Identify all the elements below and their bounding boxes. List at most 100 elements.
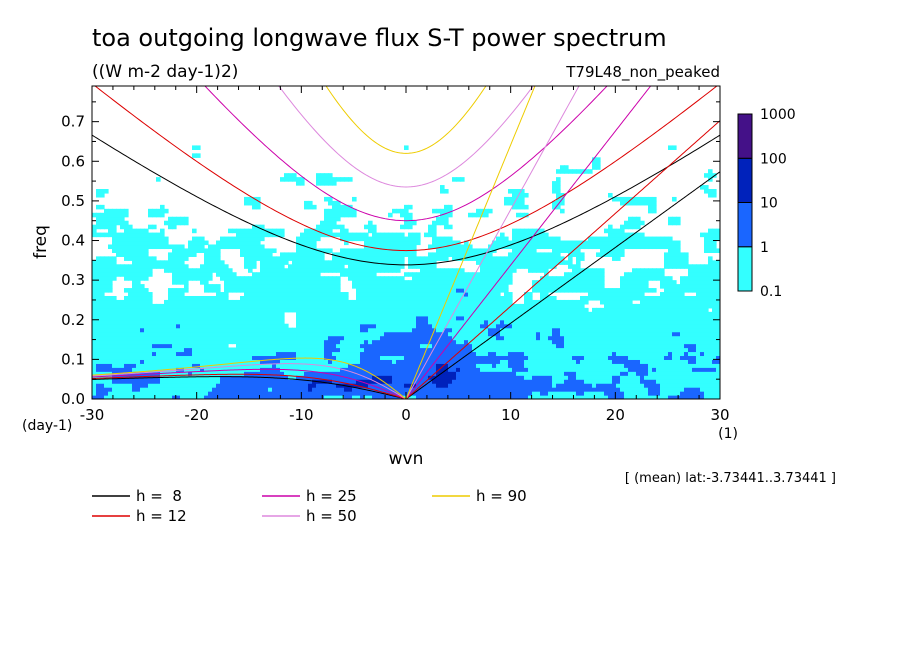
heatmap-cell	[128, 307, 133, 313]
heatmap-cell	[212, 303, 217, 309]
heatmap-cell	[168, 323, 173, 329]
heatmap-cell	[120, 272, 125, 277]
heatmap-cell	[140, 315, 145, 321]
heatmap-cell	[384, 351, 389, 357]
heatmap-cell	[412, 311, 417, 317]
heatmap-cell	[312, 252, 317, 257]
heatmap-cell	[384, 264, 389, 269]
heatmap-cell	[224, 351, 229, 357]
heatmap-cell	[240, 228, 245, 234]
heatmap-cell	[412, 264, 417, 269]
heatmap-cell	[100, 311, 105, 317]
heatmap-cell	[180, 252, 185, 257]
heatmap-cell	[312, 343, 317, 349]
heatmap-cell	[384, 244, 389, 250]
heatmap-cell	[440, 347, 445, 353]
heatmap-cell	[316, 335, 321, 341]
heatmap-cell	[424, 343, 429, 349]
heatmap-cell	[260, 264, 265, 269]
heatmap-cell	[200, 303, 205, 309]
heatmap-cell	[248, 323, 253, 329]
heatmap-cell	[324, 355, 329, 360]
heatmap-cell	[316, 268, 321, 273]
heatmap-cell	[468, 355, 473, 360]
heatmap-cell	[108, 268, 113, 273]
heatmap-cell	[496, 339, 501, 345]
heatmap-cell	[452, 299, 457, 305]
heatmap-cell	[508, 331, 513, 337]
heatmap-cell	[496, 307, 501, 313]
heatmap-cell	[360, 315, 365, 321]
heatmap-cell	[424, 375, 429, 380]
heatmap-cell	[488, 343, 493, 349]
heatmap-cell	[424, 335, 429, 341]
heatmap-cell	[184, 216, 189, 222]
heatmap-cell	[524, 248, 529, 253]
heatmap-cell	[192, 371, 197, 376]
heatmap-cell	[584, 375, 589, 380]
heatmap-cell	[484, 319, 489, 325]
heatmap-cell	[452, 268, 457, 273]
heatmap-cell	[216, 327, 221, 333]
heatmap-cell	[356, 391, 361, 396]
heatmap-cell	[480, 359, 485, 364]
heatmap-cell	[360, 339, 365, 345]
heatmap-cell	[316, 264, 321, 269]
heatmap-cell	[96, 331, 101, 337]
heatmap-cell	[92, 295, 97, 301]
heatmap-cell	[480, 379, 485, 384]
heatmap-cell	[248, 319, 253, 325]
heatmap-cell	[528, 303, 533, 309]
heatmap-cell	[580, 351, 585, 357]
heatmap-cell	[100, 264, 105, 269]
heatmap-cell	[192, 311, 197, 317]
heatmap-cell	[152, 311, 157, 317]
heatmap-cell	[312, 311, 317, 317]
heatmap-cell	[480, 307, 485, 313]
heatmap-cell	[436, 252, 441, 257]
heatmap-cell	[364, 307, 369, 313]
heatmap-cell	[216, 272, 221, 277]
heatmap-cell	[476, 248, 481, 253]
heatmap-cell	[212, 347, 217, 353]
heatmap-cell	[220, 307, 225, 313]
heatmap-cell	[268, 383, 273, 388]
heatmap-cell	[140, 228, 145, 234]
heatmap-cell	[152, 367, 157, 372]
heatmap-cell	[264, 248, 269, 253]
heatmap-cell	[288, 347, 293, 353]
heatmap-cell	[356, 383, 361, 388]
heatmap-cell	[352, 367, 357, 372]
heatmap-cell	[304, 391, 309, 396]
heatmap-cell	[284, 395, 289, 399]
heatmap-cell	[212, 295, 217, 301]
heatmap-cell	[488, 292, 493, 297]
heatmap-cell	[472, 212, 477, 218]
heatmap-cell	[380, 331, 385, 337]
heatmap-cell	[176, 319, 181, 325]
heatmap-cell	[332, 264, 337, 269]
heatmap-cell	[588, 323, 593, 329]
heatmap-cell	[208, 284, 213, 289]
heatmap-cell	[368, 299, 373, 305]
heatmap-cell	[284, 383, 289, 388]
heatmap-cell	[324, 212, 329, 218]
heatmap-cell	[480, 335, 485, 341]
heatmap-cell	[344, 177, 349, 182]
heatmap-cell	[296, 335, 301, 341]
heatmap-cell	[152, 347, 157, 353]
heatmap-cell	[96, 383, 101, 388]
heatmap-cell	[588, 284, 593, 289]
heatmap-cell	[196, 295, 201, 301]
heatmap-cell	[500, 268, 505, 273]
heatmap-cell	[268, 335, 273, 341]
heatmap-cell	[140, 339, 145, 345]
heatmap-cell	[240, 319, 245, 325]
heatmap-cell	[424, 387, 429, 392]
heatmap-cell	[356, 379, 361, 384]
heatmap-cell	[208, 260, 213, 265]
heatmap-cell	[208, 391, 213, 396]
heatmap-cell	[140, 272, 145, 277]
heatmap-cell	[256, 319, 261, 325]
heatmap-cell	[356, 248, 361, 253]
